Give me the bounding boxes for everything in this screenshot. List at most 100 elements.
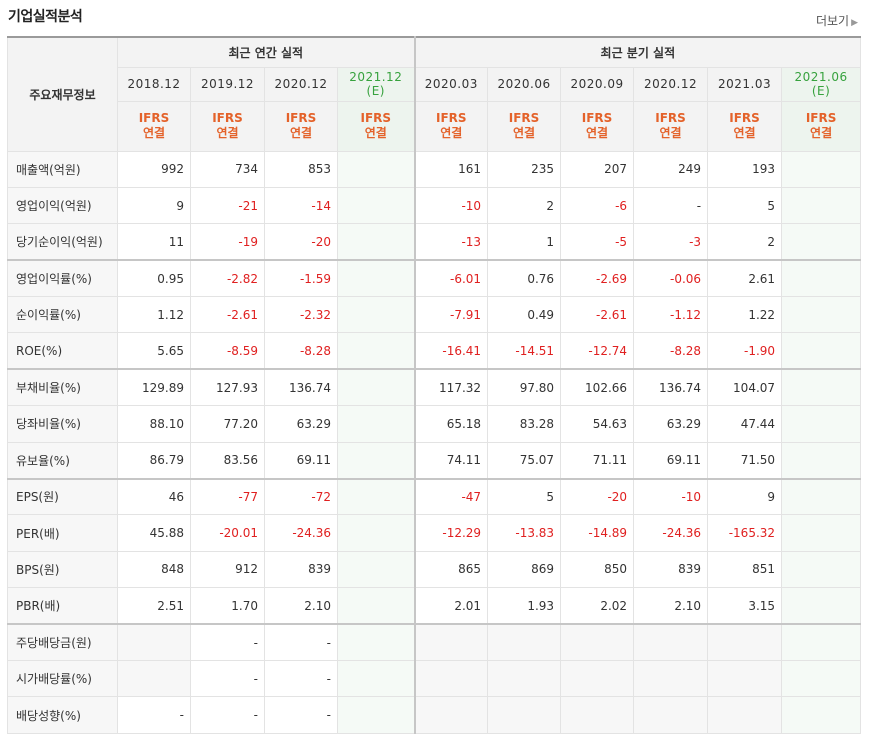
table-cell: 54.63 [560,405,635,443]
table-cell: 63.29 [264,405,338,443]
ifrs-header: IFRS 연결 [264,100,338,152]
table-cell [781,332,862,370]
table-cell [336,550,416,589]
consolidated-label: 연결 [586,126,609,140]
ifrs-label: IFRS [436,111,467,125]
ifrs-label: IFRS [729,111,760,125]
table-cell [336,223,416,261]
corner-header: 주요재무정보 [7,36,118,152]
table-cell: -1.12 [633,296,709,334]
table-cell: 0.95 [117,259,191,298]
table-cell [781,186,862,225]
table-cell [336,477,416,516]
table-cell [781,514,862,552]
table-cell: - [264,696,338,734]
table-cell [336,696,416,734]
table-row: 배당성향(%) - - - [7,696,862,734]
period-header: 2020.09 [560,66,635,102]
table-cell: 869 [487,550,562,589]
table-cell: 161 [413,150,489,188]
table-row: 영업이익(억원) 9 -21 -14 -10 2 -6-5 [7,186,862,225]
table-cell: 75.07 [487,441,562,480]
table-cell [336,259,416,298]
table-cell: 47.44 [707,405,783,443]
period-header: 2019.12 [190,66,265,102]
row-label: 순이익률(%) [7,296,118,334]
table-cell: 2 [707,223,783,261]
table-cell [487,623,562,661]
table-cell: 69.11 [633,441,709,480]
table-cell: -72 [264,477,338,516]
table-cell: 136.74 [633,368,709,407]
table-cell: 9 [117,186,191,225]
table-cell: 912 [190,550,265,589]
annual-group-header: 최근 연간 실적 [116,36,416,68]
table-cell: 71.50 [707,441,783,480]
row-label: 유보율(%) [7,441,118,480]
table-cell: -10 [633,477,709,516]
period-header: 2021.03 [707,66,783,102]
table-cell: -10 [413,186,489,225]
more-link[interactable]: 더보기 ▶ [816,12,858,29]
table-cell: 850 [560,550,635,589]
table-cell: 2.01 [413,587,489,625]
period-header: 2020.12 [633,66,709,102]
table-cell [781,477,862,516]
section-title: 기업실적분석 [8,9,83,25]
table-cell [781,659,862,698]
row-label: 부채비율(%) [7,368,118,407]
table-cell: 839 [633,550,709,589]
table-cell: 1.70 [190,587,265,625]
table-cell [781,223,862,261]
ifrs-header: IFRS 연결 [560,100,635,152]
period-label: 2020.09 [570,77,624,91]
chevron-right-icon: ▶ [851,18,858,28]
table-cell: -8.28 [264,332,338,370]
table-cell [336,368,416,407]
table-cell: 74.11 [413,441,489,480]
table-cell: -77 [190,477,265,516]
table-cell: 2.02 [560,587,635,625]
table-cell: -16.41 [413,332,489,370]
table-row: PBR(배) 2.51 1.70 2.10 2.01 1.93 2.02 2.10 3.15 [7,587,862,625]
ifrs-label: IFRS [581,111,613,125]
period-label: 2020.12 [274,77,328,91]
ifrs-header: IFRS 연결 [413,100,489,152]
table-cell: -1.90 [707,332,783,370]
period-label: 2021.12 [349,70,403,84]
table-cell [707,623,783,661]
table-cell: 104.07 [707,368,783,407]
ifrs-label: IFRS [508,111,540,125]
table-cell [336,659,416,698]
row-label: PER(배) [7,514,118,552]
table-cell: 11 [117,223,191,261]
table-cell [413,623,489,661]
table-cell: 71.11 [560,441,635,480]
table-cell: 249 [633,150,709,188]
table-cell: -13.83 [487,514,562,552]
ifrs-header: IFRS 연결 [336,100,416,152]
table-cell: 46 [117,477,191,516]
table-cell [781,441,862,480]
table-cell: 2.51 [117,587,191,625]
table-row: PER(배) 45.88 -20.01 -24.36 -12.29 -13.83 -14.8… [7,514,862,552]
period-label: 2020.06 [497,77,551,91]
row-label: 당좌비율(%) [7,405,118,443]
table-cell: - [190,659,265,698]
table-cell: -6.01 [413,259,489,298]
table-cell: 5 [707,186,783,225]
table-cell [781,405,862,443]
table-cell: -24.36 [264,514,338,552]
table-row: 순이익률(%) 1.12 -2.61 -2.32 -7.91 0.49 -2.61 -1.12… [7,296,862,334]
consolidated-label: 연결 [216,126,239,140]
table-cell [336,186,416,225]
table-cell [336,441,416,480]
financial-summary-table: 주요재무정보 최근 연간 실적 최근 분기 실적 2018.12 2019.12 2… [7,36,862,734]
table-cell [336,514,416,552]
table-cell: 839 [264,550,338,589]
table-cell: -14.51 [487,332,562,370]
ifrs-label: IFRS [805,111,837,125]
table-cell: 0.49 [487,296,562,334]
table-cell: -20 [560,477,635,516]
table-cell [336,150,416,188]
